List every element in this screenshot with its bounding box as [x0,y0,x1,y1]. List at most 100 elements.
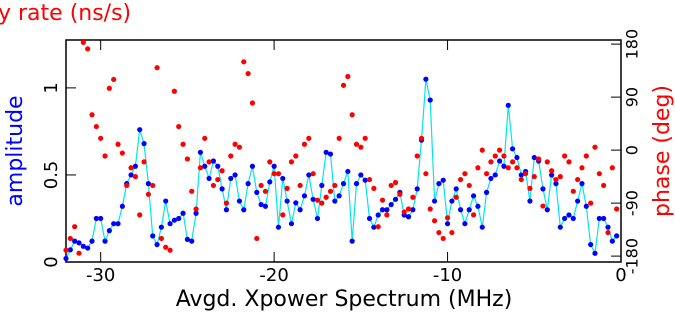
data-point [583,203,589,209]
data-point [418,135,425,141]
data-point [297,207,303,213]
data-point [575,176,581,183]
data-point [540,186,546,192]
y2-tick-label: -90 [623,190,642,216]
data-point [336,193,342,199]
data-point [323,194,329,200]
data-point [293,153,299,159]
data-point [189,238,195,244]
data-point [557,224,563,230]
y2-tick-label: 90 [623,87,642,107]
data-point [258,182,264,189]
y-tick-label: 0.5 [41,161,62,190]
data-point [436,181,442,187]
data-point [614,206,620,212]
data-point [280,175,286,182]
data-point [80,243,86,249]
data-point [562,153,568,159]
data-point [154,65,160,71]
data-point [206,175,212,182]
data-point [358,172,364,178]
data-point [427,97,433,103]
data-point [206,159,212,165]
data-point [306,135,312,141]
data-point [141,159,147,165]
data-point [496,147,503,153]
data-point [111,76,117,83]
data-point [540,203,546,209]
data-point [575,198,581,204]
data-point [579,165,585,171]
data-point [184,236,191,242]
data-point [219,168,225,174]
data-point [223,200,230,206]
data-point [176,123,182,130]
data-point [505,165,511,171]
data-point [371,224,377,230]
data-point [466,207,472,213]
data-point [137,127,143,133]
data-point [557,174,563,180]
data-point [453,186,459,192]
x-tick-label: -10 [433,265,462,286]
data-point [410,207,416,213]
data-point [440,177,446,183]
data-point [440,235,446,242]
data-point [249,163,256,169]
data-point [358,144,364,150]
data-point [570,188,576,194]
data-point [492,172,498,178]
y2-tick-label: 0 [623,145,642,155]
data-point [67,247,73,253]
series-line [65,79,618,259]
data-point [297,182,303,189]
data-point [85,245,91,251]
data-point [384,207,390,213]
data-point [353,141,360,147]
data-point [579,181,585,187]
data-point [236,198,243,204]
data-point [262,203,269,209]
x-axis-label: Avgd. Xpower Spectrum (MHz) [176,287,513,312]
data-point [496,158,503,164]
data-point [119,203,125,209]
data-point [444,215,451,221]
data-point [158,235,164,242]
data-point [102,153,108,159]
data-point [588,241,594,248]
data-point [371,185,377,191]
data-point [306,172,312,178]
data-point [284,185,290,191]
data-point [436,229,442,236]
data-point [405,206,412,212]
data-point [449,198,455,204]
data-point [510,159,516,165]
data-point [93,123,99,130]
data-point [566,212,572,218]
data-point [392,196,399,202]
data-point [531,174,537,180]
data-point [431,218,438,224]
data-point [275,171,282,177]
data-point [527,198,533,204]
data-point [605,224,611,230]
data-point [501,153,507,159]
data-point [128,165,134,171]
data-point [232,141,238,147]
data-point [280,212,286,218]
data-point [180,141,186,147]
data-point [423,76,429,82]
data-point [215,163,221,169]
data-point [462,171,468,177]
data-point [67,235,73,242]
data-point [106,85,112,91]
data-point [501,163,507,169]
y-axis-label: amplitude [3,95,28,206]
data-point [288,221,295,227]
y-tick-label: 0 [41,256,62,267]
data-point [549,172,555,178]
data-point [449,229,455,236]
data-point [271,163,277,169]
data-point [549,168,555,174]
